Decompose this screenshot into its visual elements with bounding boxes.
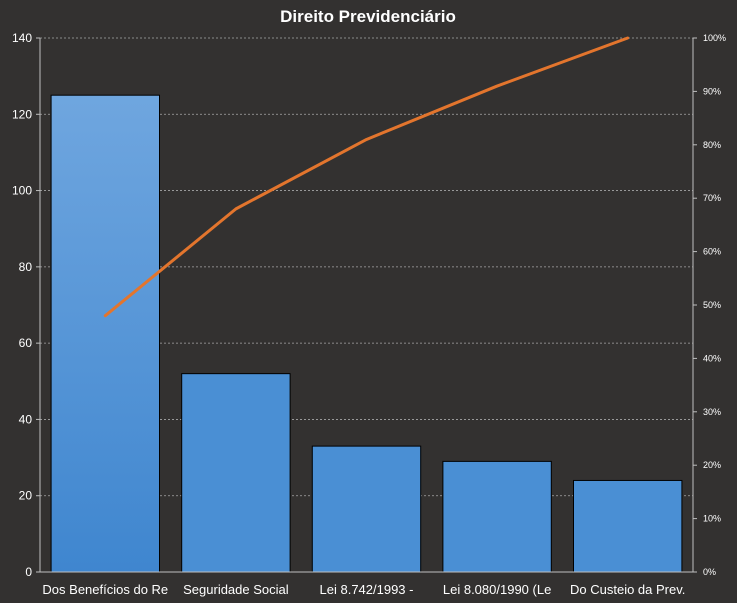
bar bbox=[573, 479, 683, 573]
y2-tick-label: 30% bbox=[703, 407, 721, 417]
cumulative-line-layer bbox=[103, 36, 630, 318]
y2-tick-label: 80% bbox=[703, 140, 721, 150]
x-tick-label: Do Custeio da Prev. bbox=[570, 582, 685, 597]
chart-title: Direito Previdenciário bbox=[280, 7, 456, 26]
y-tick-label: 120 bbox=[12, 107, 32, 121]
bar bbox=[442, 460, 552, 573]
bar bbox=[50, 94, 160, 573]
y2-tick-label: 60% bbox=[703, 247, 721, 257]
cumulative-line bbox=[103, 36, 630, 318]
y-tick-label: 0 bbox=[25, 565, 32, 579]
x-tick-label: Dos Benefícios do Re bbox=[42, 582, 168, 597]
bars bbox=[50, 94, 683, 573]
y2-tick-label: 70% bbox=[703, 193, 721, 203]
y2-tick-label: 10% bbox=[703, 514, 721, 524]
y-tick-label: 20 bbox=[19, 489, 33, 503]
bar bbox=[311, 445, 422, 573]
x-axis-ticks: Dos Benefícios do Re Seguridade Social Lei… bbox=[42, 582, 685, 597]
y2-tick-label: 90% bbox=[703, 86, 721, 96]
x-tick-label: Seguridade Social bbox=[183, 582, 289, 597]
y2-tick-label: 100% bbox=[703, 33, 726, 43]
y-tick-label: 100 bbox=[12, 184, 32, 198]
x-tick-label: Lei 8.080/1990 (Le bbox=[443, 582, 551, 597]
x-tick-label: Lei 8.742/1993 - bbox=[320, 582, 414, 597]
y-tick-label: 80 bbox=[19, 260, 33, 274]
bar bbox=[181, 373, 291, 573]
y2-tick-label: 0% bbox=[703, 567, 716, 577]
y2-axis-ticks: 0% 10% 20% 30% 40% 50% 60% 70% 80% 90% 100% bbox=[703, 33, 726, 577]
y-axis-ticks: 0 20 40 60 80 100 120 140 bbox=[12, 31, 32, 579]
y2-tick-label: 50% bbox=[703, 300, 721, 310]
axes bbox=[36, 37, 697, 573]
y-tick-label: 140 bbox=[12, 31, 32, 45]
y-tick-label: 60 bbox=[19, 336, 33, 350]
y2-tick-label: 40% bbox=[703, 353, 721, 363]
y2-tick-label: 20% bbox=[703, 460, 721, 470]
y-tick-label: 40 bbox=[19, 412, 33, 426]
